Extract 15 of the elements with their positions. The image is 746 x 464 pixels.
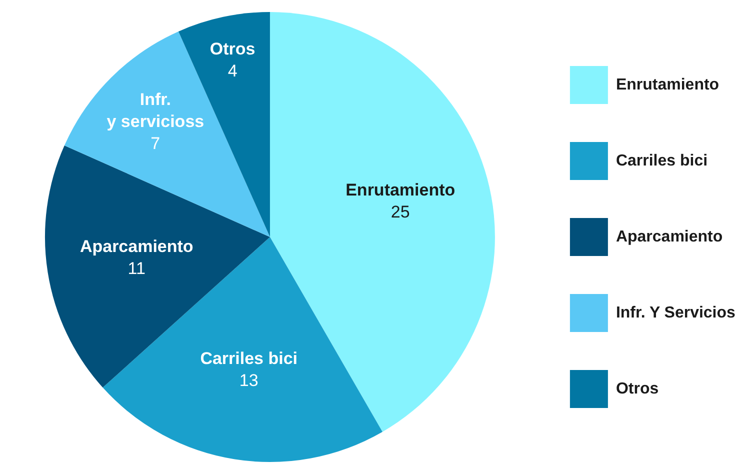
data-label: 11 [128, 258, 146, 278]
text: Otros [210, 40, 256, 59]
legend-label: Carriles bici [616, 152, 708, 170]
data-label: 7 [150, 134, 160, 154]
legend-label: Aparcamiento [616, 228, 723, 246]
data-label: 25 [390, 202, 410, 222]
data-label: 4 [228, 62, 238, 81]
legend-label: Enrutamiento [616, 76, 720, 94]
text: Aparcamiento [80, 236, 194, 256]
text: Enrutamiento [346, 180, 456, 200]
text: Infr. y servicioss [106, 90, 204, 132]
legend-label: Infr. Y Servicios [616, 304, 736, 322]
legend-label: Otros [616, 380, 659, 398]
data-label: 13 [239, 371, 258, 390]
text: Carriles bici [200, 349, 298, 368]
